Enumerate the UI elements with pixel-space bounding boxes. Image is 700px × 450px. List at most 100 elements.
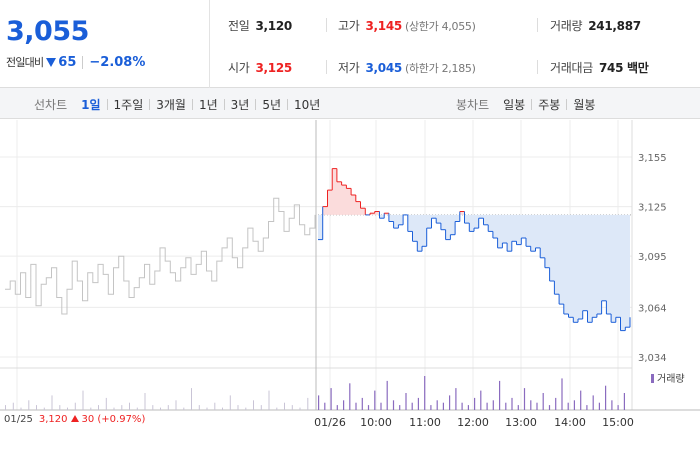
volume-bar [90, 407, 92, 410]
volume-bar [336, 405, 338, 410]
divider [537, 60, 538, 74]
volume-bar [592, 395, 594, 410]
prev-day-pct: (+0.97%) [97, 414, 146, 425]
volume-bar [330, 388, 332, 410]
volume-label: 거래량 [550, 19, 583, 33]
volume-bar [586, 405, 588, 410]
volume-bar [67, 407, 68, 410]
volume-bar [467, 405, 469, 410]
period-1y[interactable]: 1년 [198, 98, 218, 112]
quote-panel: 3,055 전일대비 65 −2.08% 전일 3,120 시가 3,125 고가 3… [0, 0, 700, 88]
volume-bar [449, 395, 451, 410]
x-tick-label: 13:00 [505, 416, 537, 429]
divider [566, 99, 568, 110]
volume-bar [492, 400, 494, 410]
divider [287, 99, 289, 110]
period-10y[interactable]: 10년 [294, 98, 321, 112]
line-chart-periods: 선차트 1일 1주일 3개월 1년 3년 5년 10년 [34, 96, 320, 113]
volume-bar [505, 402, 507, 410]
volume-bar [392, 400, 395, 410]
volume-bar [5, 405, 6, 410]
period-3m[interactable]: 3개월 [156, 98, 186, 112]
volume-swatch [651, 374, 654, 383]
volume-bar [536, 402, 538, 410]
volume-bar [611, 400, 613, 410]
volume-bar [121, 405, 123, 410]
upper-limit: (상한가 4,055) [404, 20, 476, 33]
volume-bar [436, 400, 438, 410]
prev-day-price: 3,120 [38, 414, 68, 425]
open-label: 시가 [228, 61, 250, 75]
volume-legend: 거래량 [651, 370, 685, 385]
candle-monthly[interactable]: 월봉 [573, 98, 596, 112]
volume-bar [374, 390, 376, 410]
volume-bar [12, 402, 14, 410]
chart-svg: 3,155 3,125 3,095 3,064 3,034 01/26 10:00 11:0… [0, 120, 700, 429]
volume-bar [399, 405, 401, 410]
divider [223, 99, 225, 110]
volume-bar [98, 405, 99, 410]
volume-bar [136, 407, 138, 410]
volume-legend-label: 거래량 [657, 374, 685, 385]
down-area-fill [318, 214, 630, 331]
x-tick-label: 11:00 [409, 416, 441, 429]
stat-prev-close: 전일 3,120 [228, 17, 292, 34]
volume-bar [198, 405, 200, 410]
period-5y[interactable]: 5년 [262, 98, 282, 112]
volume-bar [191, 388, 192, 410]
prev-day-date: 01/25 [4, 414, 33, 425]
volume-bar [486, 402, 488, 410]
volume-bar [555, 397, 557, 410]
candle-weekly[interactable]: 주봉 [538, 98, 561, 112]
volume-bar [442, 402, 444, 410]
low-value: 3,045 [365, 61, 402, 75]
volume-bar [144, 393, 146, 410]
volume-bar [245, 407, 247, 410]
volume-bar [598, 402, 600, 410]
volume-bar [284, 402, 285, 410]
current-price: 3,055 [6, 16, 89, 47]
volume-bar [113, 407, 115, 410]
volume-bar [623, 393, 625, 410]
open-value: 3,125 [255, 61, 292, 75]
stat-trade-value: 거래대금 745 백만 [550, 59, 649, 76]
volume-bar [405, 393, 407, 410]
volume-bar [167, 405, 169, 410]
x-tick-label: 10:00 [360, 416, 392, 429]
y-tick-label: 3,095 [638, 252, 667, 263]
volume-bar [580, 390, 582, 410]
stat-high: 고가 3,145 (상한가 4,055) [338, 17, 476, 34]
volume-bar [455, 388, 457, 410]
divider [531, 99, 533, 110]
divider [191, 99, 193, 110]
y-tick-label: 3,064 [638, 303, 667, 314]
volume-bar [222, 407, 223, 410]
period-1w[interactable]: 1주일 [113, 98, 144, 112]
volume-bar [105, 397, 107, 410]
candle-daily[interactable]: 일봉 [503, 98, 526, 112]
period-3y[interactable]: 3년 [230, 98, 250, 112]
volume-bar [424, 376, 426, 410]
prev-day-change: 30 [81, 414, 95, 425]
high-value: 3,145 [365, 19, 402, 33]
volume-bar [542, 393, 544, 410]
volume-bar [530, 400, 532, 410]
change-percent: −2.08% [89, 54, 146, 70]
volume-bar [183, 407, 185, 410]
divider [326, 60, 327, 74]
volume-bar [28, 400, 30, 410]
volume-bar [548, 405, 551, 410]
period-1d[interactable]: 1일 [81, 98, 101, 112]
volume-bar [229, 395, 231, 410]
x-tick-label: 12:00 [457, 416, 489, 429]
volume-bar [307, 397, 309, 410]
volume-bar [411, 402, 413, 410]
volume-bar [152, 405, 154, 410]
volume-bar [480, 390, 482, 410]
volume-bar [51, 395, 53, 410]
volume-bar [573, 400, 575, 410]
volume-bar [567, 402, 569, 410]
volume-bar [74, 402, 76, 410]
divider [255, 99, 257, 110]
volume-bar [617, 405, 619, 410]
